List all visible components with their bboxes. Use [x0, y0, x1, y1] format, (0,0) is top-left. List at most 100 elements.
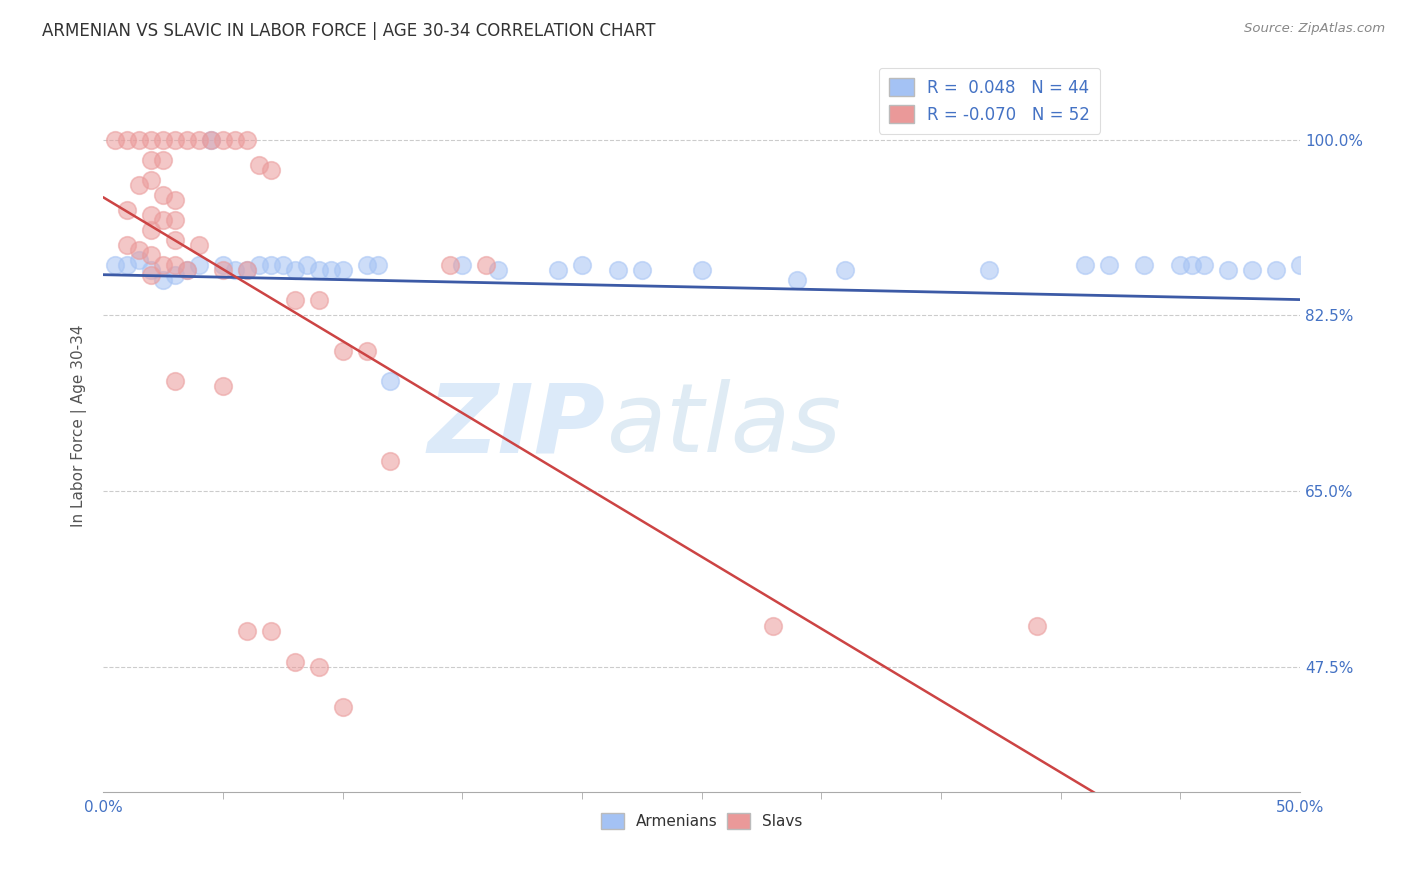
Point	[139, 268, 162, 283]
Point	[163, 258, 186, 272]
Point	[163, 213, 186, 227]
Point	[236, 263, 259, 277]
Point	[308, 263, 330, 277]
Point	[139, 223, 162, 237]
Point	[236, 624, 259, 639]
Point	[1289, 258, 1312, 272]
Point	[1097, 258, 1119, 272]
Legend: Armenians, Slavs: Armenians, Slavs	[595, 806, 808, 836]
Point	[163, 233, 186, 247]
Point	[115, 133, 138, 147]
Point	[115, 238, 138, 252]
Point	[139, 173, 162, 187]
Point	[786, 273, 808, 287]
Point	[475, 258, 498, 272]
Point	[1073, 258, 1095, 272]
Point	[236, 133, 259, 147]
Point	[1181, 258, 1204, 272]
Point	[188, 238, 211, 252]
Point	[260, 163, 283, 178]
Point	[1241, 263, 1264, 277]
Point	[139, 153, 162, 167]
Point	[224, 263, 246, 277]
Point	[212, 263, 235, 277]
Point	[1218, 263, 1240, 277]
Point	[128, 244, 150, 258]
Point	[308, 659, 330, 673]
Point	[152, 258, 174, 272]
Point	[284, 293, 307, 308]
Point	[163, 374, 186, 388]
Point	[188, 258, 211, 272]
Point	[152, 188, 174, 202]
Point	[115, 258, 138, 272]
Text: Source: ZipAtlas.com: Source: ZipAtlas.com	[1244, 22, 1385, 36]
Point	[332, 699, 354, 714]
Point	[176, 263, 198, 277]
Point	[1170, 258, 1192, 272]
Point	[247, 158, 270, 172]
Point	[1265, 263, 1288, 277]
Point	[247, 258, 270, 272]
Point	[212, 133, 235, 147]
Point	[139, 263, 162, 277]
Point	[139, 248, 162, 262]
Point	[271, 258, 294, 272]
Point	[284, 655, 307, 669]
Point	[139, 208, 162, 222]
Point	[295, 258, 318, 272]
Point	[380, 454, 402, 468]
Y-axis label: In Labor Force | Age 30-34: In Labor Force | Age 30-34	[72, 325, 87, 527]
Point	[152, 153, 174, 167]
Point	[834, 263, 856, 277]
Point	[332, 263, 354, 277]
Point	[439, 258, 461, 272]
Point	[1194, 258, 1216, 272]
Text: atlas: atlas	[606, 379, 841, 472]
Point	[630, 263, 652, 277]
Point	[451, 258, 474, 272]
Point	[152, 133, 174, 147]
Point	[486, 263, 509, 277]
Point	[1133, 258, 1156, 272]
Point	[128, 178, 150, 192]
Point	[1025, 619, 1047, 633]
Point	[356, 343, 378, 358]
Point	[977, 263, 1000, 277]
Point	[176, 133, 198, 147]
Point	[690, 263, 713, 277]
Point	[163, 193, 186, 207]
Point	[308, 293, 330, 308]
Point	[571, 258, 593, 272]
Point	[176, 263, 198, 277]
Point	[163, 133, 186, 147]
Point	[762, 619, 785, 633]
Point	[284, 263, 307, 277]
Point	[606, 263, 628, 277]
Text: ARMENIAN VS SLAVIC IN LABOR FORCE | AGE 30-34 CORRELATION CHART: ARMENIAN VS SLAVIC IN LABOR FORCE | AGE …	[42, 22, 655, 40]
Point	[139, 133, 162, 147]
Point	[200, 133, 222, 147]
Point	[356, 258, 378, 272]
Point	[367, 258, 389, 272]
Point	[152, 273, 174, 287]
Point	[128, 133, 150, 147]
Point	[332, 343, 354, 358]
Point	[200, 133, 222, 147]
Point	[115, 203, 138, 218]
Point	[260, 624, 283, 639]
Text: ZIP: ZIP	[427, 379, 606, 472]
Point	[547, 263, 569, 277]
Point	[212, 378, 235, 392]
Point	[212, 258, 235, 272]
Point	[163, 268, 186, 283]
Point	[319, 263, 342, 277]
Point	[104, 133, 127, 147]
Point	[128, 253, 150, 268]
Point	[380, 374, 402, 388]
Point	[152, 213, 174, 227]
Point	[236, 263, 259, 277]
Point	[188, 133, 211, 147]
Point	[104, 258, 127, 272]
Point	[260, 258, 283, 272]
